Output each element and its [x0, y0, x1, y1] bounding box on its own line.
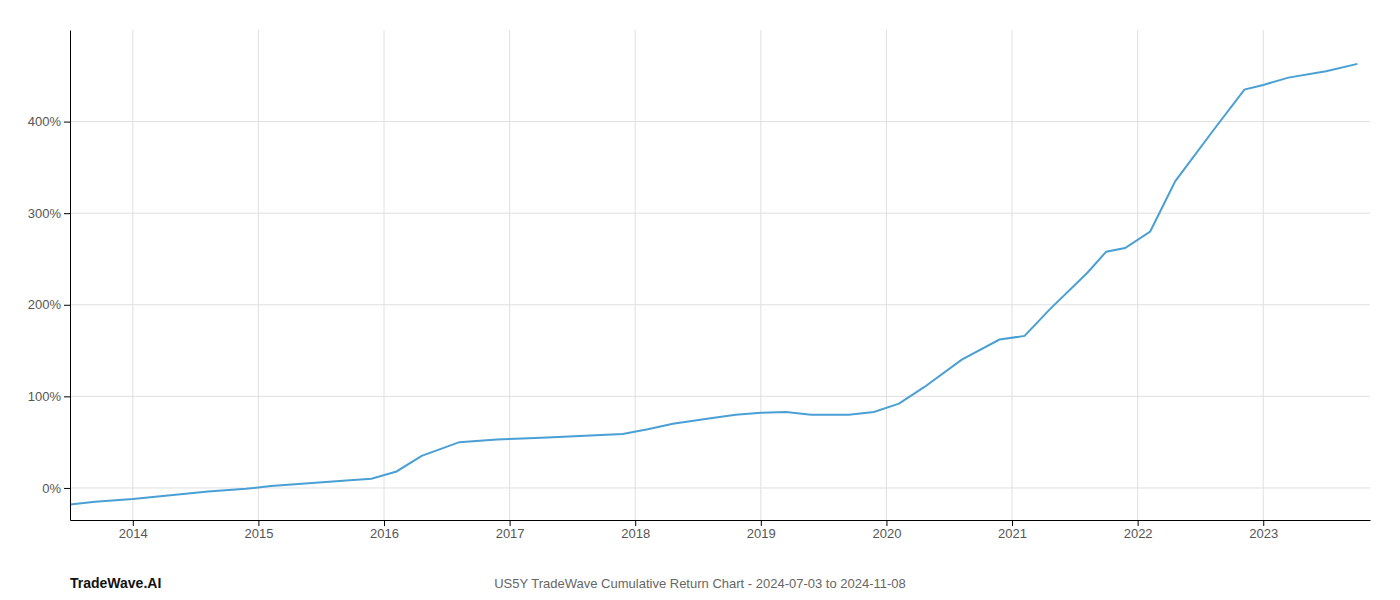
grid-line-x [258, 30, 259, 520]
grid-line-x [132, 30, 133, 520]
grid-line-x [760, 30, 761, 520]
x-tick: 2023 [1249, 520, 1278, 541]
x-tick: 2022 [1124, 520, 1153, 541]
grid-line-y [70, 304, 1370, 305]
y-axis: 0% 100% 200% 300% 400% [28, 31, 71, 521]
y-tick-mark [64, 396, 70, 397]
x-tick-mark [133, 520, 134, 526]
x-tick: 2017 [496, 520, 525, 541]
y-tick-label: 100% [28, 389, 62, 404]
grid-line-y [70, 121, 1370, 122]
y-tick-label: 200% [28, 297, 62, 312]
x-tick: 2016 [370, 520, 399, 541]
x-tick-label: 2023 [1249, 526, 1278, 541]
x-tick-label: 2014 [119, 526, 148, 541]
x-tick-mark [886, 520, 887, 526]
grid-line-x [1263, 30, 1264, 520]
x-tick: 2020 [872, 520, 901, 541]
x-tick-mark [258, 520, 259, 526]
title: US5Y TradeWave Cumulative Return Chart -… [494, 576, 906, 591]
y-tick-mark [64, 122, 70, 123]
x-tick-label: 2018 [621, 526, 650, 541]
x-tick-label: 2019 [747, 526, 776, 541]
plot-area: 2014 2015 2016 2017 2018 2019 2020 2021 2022 2023… [28, 30, 1371, 541]
y-tick-label: 300% [28, 206, 62, 221]
grid-line-x [886, 30, 887, 520]
x-axis-line [71, 520, 1371, 521]
x-tick: 2018 [621, 520, 650, 541]
y-tick-mark [64, 213, 70, 214]
x-axis: 2014 2015 2016 2017 2018 2019 2020 2021 2022 2023 [71, 520, 1371, 541]
y-tick-label: 0% [42, 481, 61, 496]
grid-line-x [635, 30, 636, 520]
series-group [70, 64, 1357, 505]
x-tick-mark [510, 520, 511, 526]
grid-line-x [509, 30, 510, 520]
y-tick: 0% [42, 481, 70, 496]
grid-line-x [1012, 30, 1013, 520]
x-tick: 2019 [747, 520, 776, 541]
x-tick: 2021 [998, 520, 1027, 541]
chart-container: 2014 2015 2016 2017 2018 2019 2020 2021 2022 2023… [0, 0, 1400, 600]
grid-line-x [384, 30, 385, 520]
y-tick-mark [64, 488, 70, 489]
x-tick-label: 2022 [1124, 526, 1153, 541]
y-tick: 400% [28, 114, 70, 129]
x-tick-label: 2016 [370, 526, 399, 541]
x-tick-label: 2020 [872, 526, 901, 541]
grid-line-x [1137, 30, 1138, 520]
grid [70, 30, 1370, 520]
y-tick-mark [64, 305, 70, 306]
x-tick-mark [635, 520, 636, 526]
chart: 2014 2015 2016 2017 2018 2019 2020 2021 2022 2023… [0, 0, 1400, 600]
x-tick-mark [1138, 520, 1139, 526]
x-tick-mark [1012, 520, 1013, 526]
x-tick-label: 2015 [244, 526, 273, 541]
x-tick-label: 2021 [998, 526, 1027, 541]
x-tick-label: 2017 [496, 526, 525, 541]
x-tick-mark [761, 520, 762, 526]
y-axis-line [70, 31, 71, 521]
x-tick: 2015 [244, 520, 273, 541]
x-tick-mark [1263, 520, 1264, 526]
grid-line-y [70, 396, 1370, 397]
x-tick-mark [384, 520, 385, 526]
grid-line-y [70, 213, 1370, 214]
line [70, 64, 1357, 505]
y-tick: 200% [28, 297, 70, 312]
x-tick: 2014 [119, 520, 148, 541]
watermark: TradeWave.AI [70, 575, 161, 591]
y-tick: 100% [28, 389, 70, 404]
y-tick: 300% [28, 206, 70, 221]
y-tick-label: 400% [28, 114, 62, 129]
